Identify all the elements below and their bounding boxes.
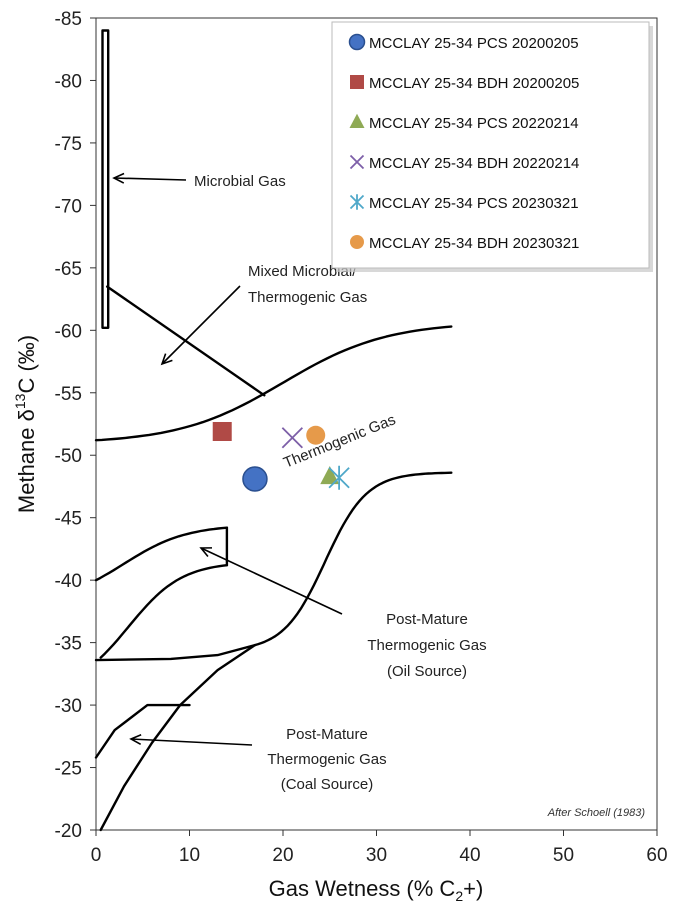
y-axis-title: Methane δ13C (‰)	[12, 335, 39, 513]
postmature-coal-label-line1: Post-Mature	[286, 726, 368, 743]
mixed-arrow	[160, 285, 241, 366]
x-tick-label: 40	[459, 845, 480, 866]
data-point	[212, 421, 232, 441]
microbial-arrow	[112, 172, 187, 184]
x-tick-label: 30	[366, 845, 387, 866]
legend: MCCLAY 25-34 PCS 20200205 MCCLAY 25-34 BD…	[331, 21, 653, 272]
mixed-gas-label-line2: Thermogenic Gas	[248, 289, 367, 306]
thermogenic-lower-boundary	[253, 471, 453, 647]
y-tick-label: -50	[55, 446, 82, 467]
data-point	[306, 425, 326, 445]
y-tick-label: -25	[55, 759, 82, 780]
y-tick-label: -55	[55, 384, 82, 405]
legend-item: MCCLAY 25-34 BDH 20200205	[350, 75, 579, 92]
data-points	[212, 421, 350, 492]
x-tick-label: 10	[179, 845, 200, 866]
source-credit: After Schoell (1983)	[547, 807, 646, 819]
legend-marker	[350, 235, 364, 249]
y-tick-label: -35	[55, 634, 82, 655]
coal-field-lower	[99, 643, 257, 832]
postmature-oil-label-line1: Post-Mature	[386, 611, 468, 628]
tick-marks	[90, 17, 658, 836]
legend-label: MCCLAY 25-34 BDH 20200205	[369, 75, 579, 92]
field-arrows	[112, 172, 343, 746]
oil-field-bottom	[94, 643, 257, 662]
data-point	[242, 466, 268, 492]
legend-label: MCCLAY 25-34 BDH 20230321	[369, 235, 579, 252]
legend-label: MCCLAY 25-34 BDH 20220214	[369, 155, 579, 172]
legend-marker	[349, 113, 365, 128]
legend-item: MCCLAY 25-34 BDH 20230321	[350, 235, 579, 252]
thermogenic-gas-label: Thermogenic Gas	[281, 411, 398, 471]
data-point	[320, 466, 340, 485]
data-point	[281, 427, 303, 449]
x-tick-label: 20	[272, 845, 293, 866]
y-tick-labels: -85 -80 -75 -70 -65 -60 -55 -50 -45 -40 -35 -30 -25 -…	[55, 9, 82, 842]
legend-marker	[349, 154, 365, 170]
y-tick-label: -45	[55, 509, 82, 530]
microbial-gas-label: Microbial Gas	[194, 173, 286, 190]
y-tick-label: -70	[55, 196, 82, 217]
legend-label: MCCLAY 25-34 PCS 20230321	[369, 195, 579, 212]
x-tick-label: 60	[646, 845, 667, 866]
legend-box	[331, 21, 650, 269]
oil-field-inner	[99, 564, 229, 659]
y-tick-label: -60	[55, 321, 82, 342]
legend-marker	[350, 75, 364, 89]
legend-item: MCCLAY 25-34 PCS 20200205	[348, 33, 579, 52]
coal-arrow	[129, 733, 253, 746]
mixed-gas-label-line1: Mixed Microbial/	[248, 263, 357, 280]
y-tick-label: -75	[55, 134, 82, 155]
genetic-field-boundaries	[94, 29, 453, 832]
legend-item: MCCLAY 25-34 PCS 20220214	[349, 113, 579, 132]
oil-arrow	[199, 547, 343, 615]
postmature-coal-label-line2: Thermogenic Gas	[267, 751, 386, 768]
legend-marker	[349, 194, 365, 210]
postmature-oil-label-line3: (Oil Source)	[387, 663, 467, 680]
microbial-field-outline	[101, 29, 110, 329]
x-axis-title: Gas Wetness (% C2+)	[269, 876, 484, 904]
y-tick-label: -80	[55, 71, 82, 92]
x-tick-labels: 0 10 20 30 40 50 60	[91, 845, 668, 866]
data-point	[328, 465, 350, 490]
x-tick-label: 0	[91, 845, 102, 866]
y-tick-label: -40	[55, 571, 82, 592]
coal-field-upper	[94, 703, 191, 759]
legend-label: MCCLAY 25-34 PCS 20200205	[369, 35, 579, 52]
postmature-coal-label-line3: (Coal Source)	[281, 776, 374, 793]
oil-field-top	[94, 526, 229, 582]
postmature-oil-label-line2: Thermogenic Gas	[367, 637, 486, 654]
thermogenic-upper-boundary	[94, 325, 453, 442]
legend-marker	[348, 33, 366, 51]
y-tick-label: -30	[55, 696, 82, 717]
y-tick-label: -85	[55, 9, 82, 30]
y-tick-label: -20	[55, 821, 82, 842]
legend-item: MCCLAY 25-34 BDH 20220214	[349, 154, 579, 172]
legend-label: MCCLAY 25-34 PCS 20220214	[369, 115, 579, 132]
y-tick-label: -65	[55, 259, 82, 280]
legend-item: MCCLAY 25-34 PCS 20230321	[349, 194, 579, 212]
x-tick-label: 50	[553, 845, 574, 866]
